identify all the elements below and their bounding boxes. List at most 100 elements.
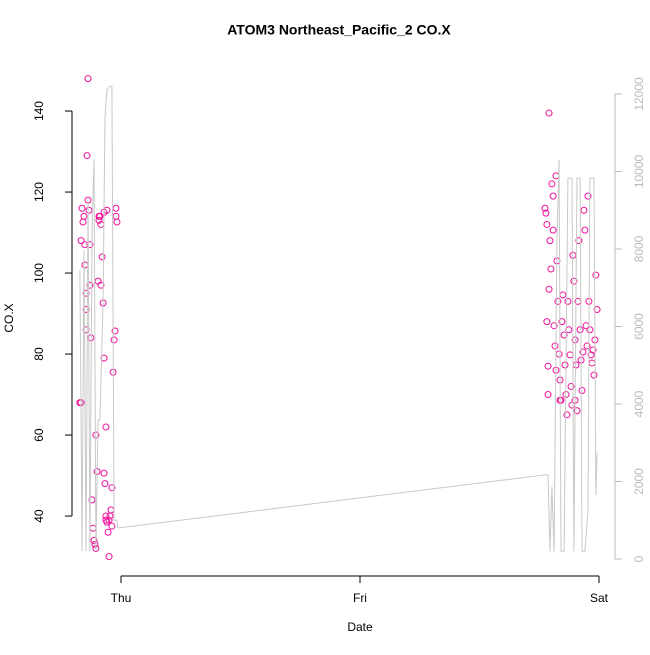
point <box>82 289 90 297</box>
point <box>593 305 601 313</box>
point <box>554 297 562 305</box>
point <box>581 226 589 234</box>
point <box>90 536 98 544</box>
point <box>86 241 94 249</box>
point <box>77 237 85 245</box>
point <box>560 331 568 339</box>
point <box>95 216 103 224</box>
point <box>589 346 597 354</box>
point <box>112 212 120 220</box>
point <box>100 354 108 362</box>
point <box>559 291 567 299</box>
y2-tick-label: 2000 <box>632 468 646 495</box>
point <box>81 261 89 269</box>
point <box>100 469 108 477</box>
point <box>570 277 578 285</box>
point <box>571 336 579 344</box>
point <box>544 362 552 370</box>
point <box>572 361 580 369</box>
point <box>584 192 592 200</box>
y2-tick-label: 8000 <box>632 235 646 262</box>
point <box>549 226 557 234</box>
point <box>113 218 121 226</box>
point <box>576 326 584 334</box>
point <box>98 253 106 261</box>
point <box>544 391 552 399</box>
point <box>579 348 587 356</box>
point <box>107 506 115 514</box>
point <box>82 326 90 334</box>
point <box>551 342 559 350</box>
y-tick-label: 80 <box>32 347 46 361</box>
point <box>566 351 574 359</box>
point <box>79 218 87 226</box>
point <box>548 180 556 188</box>
point <box>583 342 591 350</box>
point <box>590 371 598 379</box>
point <box>546 237 554 245</box>
point <box>108 484 116 492</box>
point <box>547 265 555 273</box>
point <box>578 386 586 394</box>
point <box>586 326 594 334</box>
y2-tick-label: 0 <box>632 555 646 562</box>
point <box>108 522 116 530</box>
point <box>91 540 99 548</box>
point <box>543 220 551 228</box>
x-tick-label: Fri <box>353 591 367 605</box>
point <box>80 212 88 220</box>
point <box>573 407 581 415</box>
point <box>564 297 572 305</box>
x-axis-label: Date <box>347 620 373 634</box>
y-tick-label: 40 <box>32 509 46 523</box>
point <box>89 524 97 532</box>
point <box>588 359 596 367</box>
point <box>569 251 577 259</box>
y-axis-label: CO.X <box>2 303 16 332</box>
point <box>592 271 600 279</box>
point <box>102 423 110 431</box>
y-tick-label: 100 <box>32 263 46 283</box>
point <box>563 411 571 419</box>
point <box>104 528 112 536</box>
point <box>83 152 91 160</box>
point <box>542 209 550 217</box>
point <box>86 281 94 289</box>
x-tick-label: Sat <box>590 591 609 605</box>
point <box>110 336 118 344</box>
point <box>561 361 569 369</box>
point <box>102 516 110 524</box>
point <box>543 318 551 326</box>
point <box>111 327 119 335</box>
point <box>575 237 583 245</box>
point <box>555 350 563 358</box>
y2-tick-label: 4000 <box>632 390 646 417</box>
point <box>549 192 557 200</box>
y2-tick-label: 10000 <box>632 154 646 188</box>
point <box>550 322 558 330</box>
x-tick-label: Thu <box>111 591 132 605</box>
point <box>105 553 113 561</box>
point <box>101 480 109 488</box>
point <box>88 496 96 504</box>
point <box>112 204 120 212</box>
point <box>78 204 86 212</box>
y-tick-label: 140 <box>32 101 46 121</box>
point <box>97 281 105 289</box>
y-tick-label: 120 <box>32 182 46 202</box>
point <box>541 204 549 212</box>
point <box>545 285 553 293</box>
point <box>545 109 553 117</box>
point <box>580 206 588 214</box>
y2-tick-label: 6000 <box>632 313 646 340</box>
point <box>95 212 103 220</box>
y-tick-label: 60 <box>32 428 46 442</box>
y2-tick-label: 12000 <box>632 77 646 111</box>
point <box>85 206 93 214</box>
point <box>558 318 566 326</box>
point <box>567 382 575 390</box>
point <box>84 75 92 83</box>
point <box>92 431 100 439</box>
chart-title: ATOM3 Northeast_Pacific_2 CO.X <box>227 22 451 38</box>
